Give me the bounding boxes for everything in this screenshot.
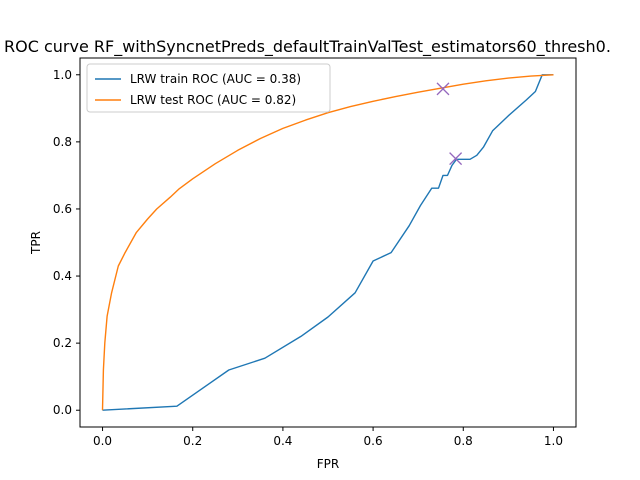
legend-entry-0: LRW train ROC (AUC = 0.38) — [95, 72, 301, 86]
series-layer — [101, 74, 554, 411]
chart-title: ROC curve RF_withSyncnetPreds_defaultTra… — [4, 37, 611, 57]
x-tick-label: 0.6 — [364, 434, 383, 448]
axes-frame — [79, 57, 577, 428]
x-tick-label: 0.2 — [183, 434, 202, 448]
y-axis-label: TPR — [29, 231, 43, 255]
roc-marker-0 — [436, 82, 450, 96]
y-tick-label: 0.2 — [53, 336, 72, 350]
x-tick-label: 0.8 — [454, 434, 473, 448]
legend-entry-1: LRW test ROC (AUC = 0.82) — [95, 93, 296, 107]
series-line-1 — [101, 74, 554, 411]
series-line-0 — [102, 74, 554, 411]
x-axis-label: FPR — [317, 457, 339, 471]
roc-marker-1 — [449, 152, 463, 166]
y-tick-label: 0.4 — [53, 269, 72, 283]
x-tick-label: 0.0 — [93, 434, 112, 448]
marker-layer — [436, 82, 463, 166]
x-tick-label: 1.0 — [544, 434, 563, 448]
y-tick-label: 0.0 — [53, 403, 72, 417]
y-tick-label: 0.8 — [53, 135, 72, 149]
x-tick-label: 0.4 — [273, 434, 292, 448]
legend-label: LRW test ROC (AUC = 0.82) — [130, 93, 296, 107]
y-tick-label: 1.0 — [53, 68, 72, 82]
legend-box — [86, 63, 331, 113]
tick-layer: 0.0 0.2 0.4 0.6 0.8 1.0 0.0 0.2 0.4 0.6 0.8 1.0 — [53, 68, 563, 448]
y-tick-label: 0.6 — [53, 202, 72, 216]
legend: LRW train ROC (AUC = 0.38) LRW test ROC (… — [86, 63, 331, 113]
legend-label: LRW train ROC (AUC = 0.38) — [130, 72, 301, 86]
